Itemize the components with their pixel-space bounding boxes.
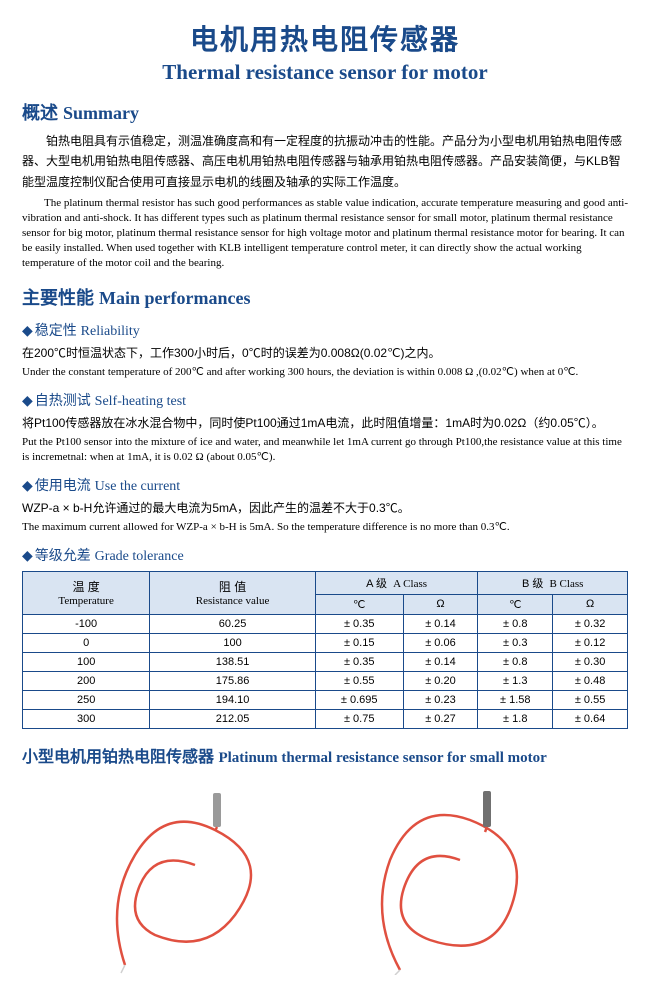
- usecurrent-en-h: Use the current: [95, 479, 181, 494]
- selfheat-heading: ◆自热测试 Self-heating test: [22, 390, 628, 410]
- table-cell: ± 0.30: [553, 652, 628, 671]
- reliability-heading: ◆稳定性 Reliability: [22, 320, 628, 340]
- table-cell: 212.05: [150, 709, 316, 728]
- diamond-icon: ◆: [22, 392, 33, 408]
- tolerance-table: 温 度 Temperature 阻 值 Resistance value A 级…: [22, 571, 628, 729]
- th-temp-cn: 温 度: [25, 578, 147, 595]
- page-title-en: Thermal resistance sensor for motor: [22, 60, 628, 85]
- summary-heading: 概述 Summary: [22, 99, 628, 125]
- th-b-degc: ℃: [478, 594, 553, 614]
- th-aclass: A 级 A Class: [315, 571, 477, 594]
- th-a-cn: A 级: [366, 578, 387, 590]
- th-b-cn: B 级: [522, 578, 543, 590]
- table-cell: ± 0.20: [403, 671, 478, 690]
- table-row: -10060.25± 0.35± 0.14± 0.8± 0.32: [23, 614, 628, 633]
- usecurrent-cn: WZP-a × b-H允许通过的最大电流为5mA，因此产生的温差不大于0.3℃。: [22, 499, 628, 517]
- diamond-icon: ◆: [22, 477, 33, 493]
- table-cell: 250: [23, 690, 150, 709]
- table-cell: ± 1.58: [478, 690, 553, 709]
- th-res-en: Resistance value: [152, 595, 313, 607]
- th-a-degc: ℃: [315, 594, 403, 614]
- table-cell: ± 0.75: [315, 709, 403, 728]
- gradetol-cn-h: 等级允差: [35, 547, 91, 563]
- diamond-icon: ◆: [22, 322, 33, 338]
- table-cell: ± 0.55: [315, 671, 403, 690]
- table-cell: ± 0.35: [315, 652, 403, 671]
- table-cell: ± 0.8: [478, 652, 553, 671]
- table-cell: 300: [23, 709, 150, 728]
- table-cell: ± 0.27: [403, 709, 478, 728]
- table-cell: -100: [23, 614, 150, 633]
- table-row: 250194.10± 0.695± 0.23± 1.58± 0.55: [23, 690, 628, 709]
- th-bclass: B 级 B Class: [478, 571, 628, 594]
- table-cell: ± 0.14: [403, 614, 478, 633]
- small-motor-en: Platinum thermal resistance sensor for s…: [218, 750, 546, 766]
- diamond-icon: ◆: [22, 547, 33, 563]
- reliability-en-h: Reliability: [81, 324, 140, 339]
- selfheat-en-h: Self-heating test: [95, 394, 186, 409]
- reliability-cn-h: 稳定性: [35, 322, 77, 338]
- table-cell: ± 0.48: [553, 671, 628, 690]
- table-cell: 60.25: [150, 614, 316, 633]
- table-cell: ± 0.12: [553, 633, 628, 652]
- reliability-en: Under the constant temperature of 200℃ a…: [22, 365, 628, 380]
- table-cell: ± 1.8: [478, 709, 553, 728]
- small-motor-cn: 小型电机用铂热电阻传感器: [22, 749, 214, 766]
- th-a-en: A Class: [393, 578, 427, 590]
- summary-heading-en: Summary: [63, 103, 139, 123]
- th-b-en: B Class: [549, 578, 583, 590]
- th-res: 阻 值 Resistance value: [150, 571, 316, 614]
- table-cell: ± 0.14: [403, 652, 478, 671]
- gradetol-en-h: Grade tolerance: [95, 549, 184, 564]
- table-cell: ± 0.23: [403, 690, 478, 709]
- page-title-cn: 电机用热电阻传感器: [22, 18, 628, 58]
- summary-heading-cn: 概述: [22, 103, 58, 123]
- small-motor-heading: 小型电机用铂热电阻传感器 Platinum thermal resistance…: [22, 743, 628, 767]
- th-b-ohm: Ω: [553, 594, 628, 614]
- main-perf-en: Main performances: [99, 288, 250, 308]
- sensor-illustration-left: [85, 785, 305, 975]
- main-perf-cn: 主要性能: [22, 288, 94, 308]
- selfheat-en: Put the Pt100 sensor into the mixture of…: [22, 435, 628, 465]
- reliability-cn: 在200℃时恒温状态下，工作300小时后，0℃时的误差为0.008Ω(0.02℃…: [22, 344, 628, 362]
- table-cell: ± 0.32: [553, 614, 628, 633]
- gradetol-heading: ◆等级允差 Grade tolerance: [22, 545, 628, 565]
- usecurrent-heading: ◆使用电流 Use the current: [22, 475, 628, 495]
- summary-cn: 铂热电阻具有示值稳定，测温准确度高和有一定程度的抗振动冲击的性能。产品分为小型电…: [22, 131, 628, 192]
- table-cell: 138.51: [150, 652, 316, 671]
- table-cell: 175.86: [150, 671, 316, 690]
- main-perf-heading: 主要性能 Main performances: [22, 284, 628, 310]
- th-temp-en: Temperature: [25, 595, 147, 607]
- table-cell: ± 0.55: [553, 690, 628, 709]
- table-cell: ± 0.8: [478, 614, 553, 633]
- table-cell: ± 0.64: [553, 709, 628, 728]
- sensor-image-row: [22, 785, 628, 975]
- table-row: 100138.51± 0.35± 0.14± 0.8± 0.30: [23, 652, 628, 671]
- th-res-cn: 阻 值: [152, 578, 313, 595]
- table-cell: 100: [23, 652, 150, 671]
- sensor-illustration-right: [345, 785, 565, 975]
- table-cell: 100: [150, 633, 316, 652]
- table-row: 300212.05± 0.75± 0.27± 1.8± 0.64: [23, 709, 628, 728]
- table-row: 200175.86± 0.55± 0.20± 1.3± 0.48: [23, 671, 628, 690]
- table-cell: ± 0.695: [315, 690, 403, 709]
- table-cell: 194.10: [150, 690, 316, 709]
- table-cell: ± 0.06: [403, 633, 478, 652]
- table-cell: ± 1.3: [478, 671, 553, 690]
- table-cell: 200: [23, 671, 150, 690]
- summary-en: The platinum thermal resistor has such g…: [22, 196, 628, 270]
- th-temp: 温 度 Temperature: [23, 571, 150, 614]
- table-cell: ± 0.3: [478, 633, 553, 652]
- selfheat-cn: 将Pt100传感器放在冰水混合物中，同时使Pt100通过1mA电流，此时阻值增量…: [22, 414, 628, 432]
- selfheat-cn-h: 自热测试: [35, 392, 91, 408]
- table-cell: ± 0.15: [315, 633, 403, 652]
- table-row: 0100± 0.15± 0.06± 0.3± 0.12: [23, 633, 628, 652]
- th-a-ohm: Ω: [403, 594, 478, 614]
- table-cell: ± 0.35: [315, 614, 403, 633]
- usecurrent-cn-h: 使用电流: [35, 477, 91, 493]
- table-cell: 0: [23, 633, 150, 652]
- usecurrent-en: The maximum current allowed for WZP-a × …: [22, 520, 628, 535]
